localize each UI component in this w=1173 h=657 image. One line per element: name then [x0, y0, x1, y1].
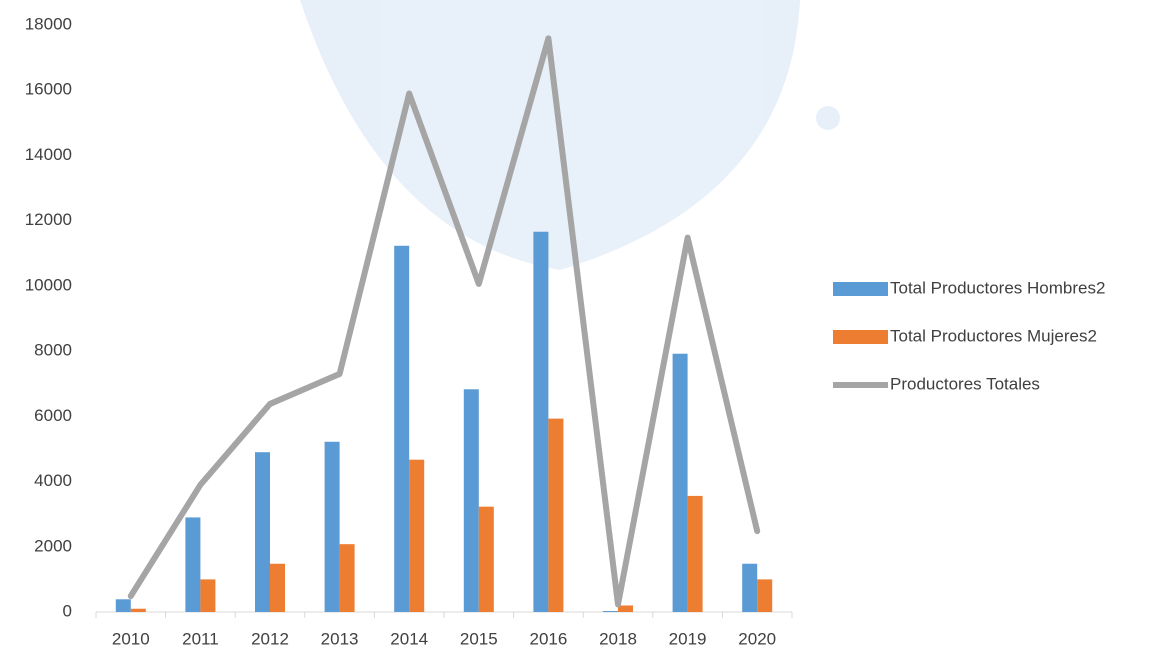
y-tick-label: 6000: [34, 406, 72, 425]
bar: [394, 246, 409, 612]
bar: [340, 544, 355, 612]
bar: [757, 579, 772, 612]
bar: [131, 609, 146, 612]
x-tick-label: 2015: [460, 629, 498, 648]
bar: [409, 460, 424, 612]
y-tick-label: 14000: [25, 145, 72, 164]
y-tick-label: 2000: [34, 536, 72, 555]
legend-label: Total Productores Hombres2: [890, 278, 1105, 297]
bar: [325, 442, 340, 612]
y-tick-label: 18000: [25, 14, 72, 33]
bar: [533, 232, 548, 612]
x-tick-label: 2018: [599, 629, 637, 648]
y-tick-label: 0: [63, 601, 72, 620]
legend-swatch: [833, 282, 888, 296]
y-tick-label: 8000: [34, 341, 72, 360]
bar: [270, 564, 285, 612]
bar: [742, 564, 757, 612]
y-tick-label: 4000: [34, 471, 72, 490]
x-tick-label: 2012: [251, 629, 289, 648]
x-tick-label: 2011: [182, 629, 219, 648]
legend-label: Productores Totales: [890, 374, 1040, 393]
x-tick-label: 2019: [669, 629, 707, 648]
x-tick-label: 2010: [112, 629, 150, 648]
x-tick-label: 2014: [390, 629, 428, 648]
y-tick-label: 10000: [25, 275, 72, 294]
y-tick-label: 16000: [25, 80, 72, 99]
bar: [548, 419, 563, 612]
chart: 0 2000 4000 6000 8000 10000 12000 14000 16000 180…: [0, 0, 1173, 652]
bar: [116, 599, 131, 612]
bar: [688, 496, 703, 612]
y-tick-label: 12000: [25, 210, 72, 229]
bar: [603, 611, 618, 612]
bar: [479, 507, 494, 612]
legend-label: Total Productores Mujeres2: [890, 326, 1097, 345]
bar: [673, 354, 688, 612]
bar: [200, 579, 215, 612]
x-tick-label: 2016: [529, 629, 567, 648]
bar: [185, 517, 200, 612]
x-tick-label: 2020: [738, 629, 776, 648]
bar: [464, 389, 479, 612]
x-tick-label: 2013: [321, 629, 359, 648]
legend-swatch: [833, 330, 888, 344]
bar: [255, 452, 270, 612]
